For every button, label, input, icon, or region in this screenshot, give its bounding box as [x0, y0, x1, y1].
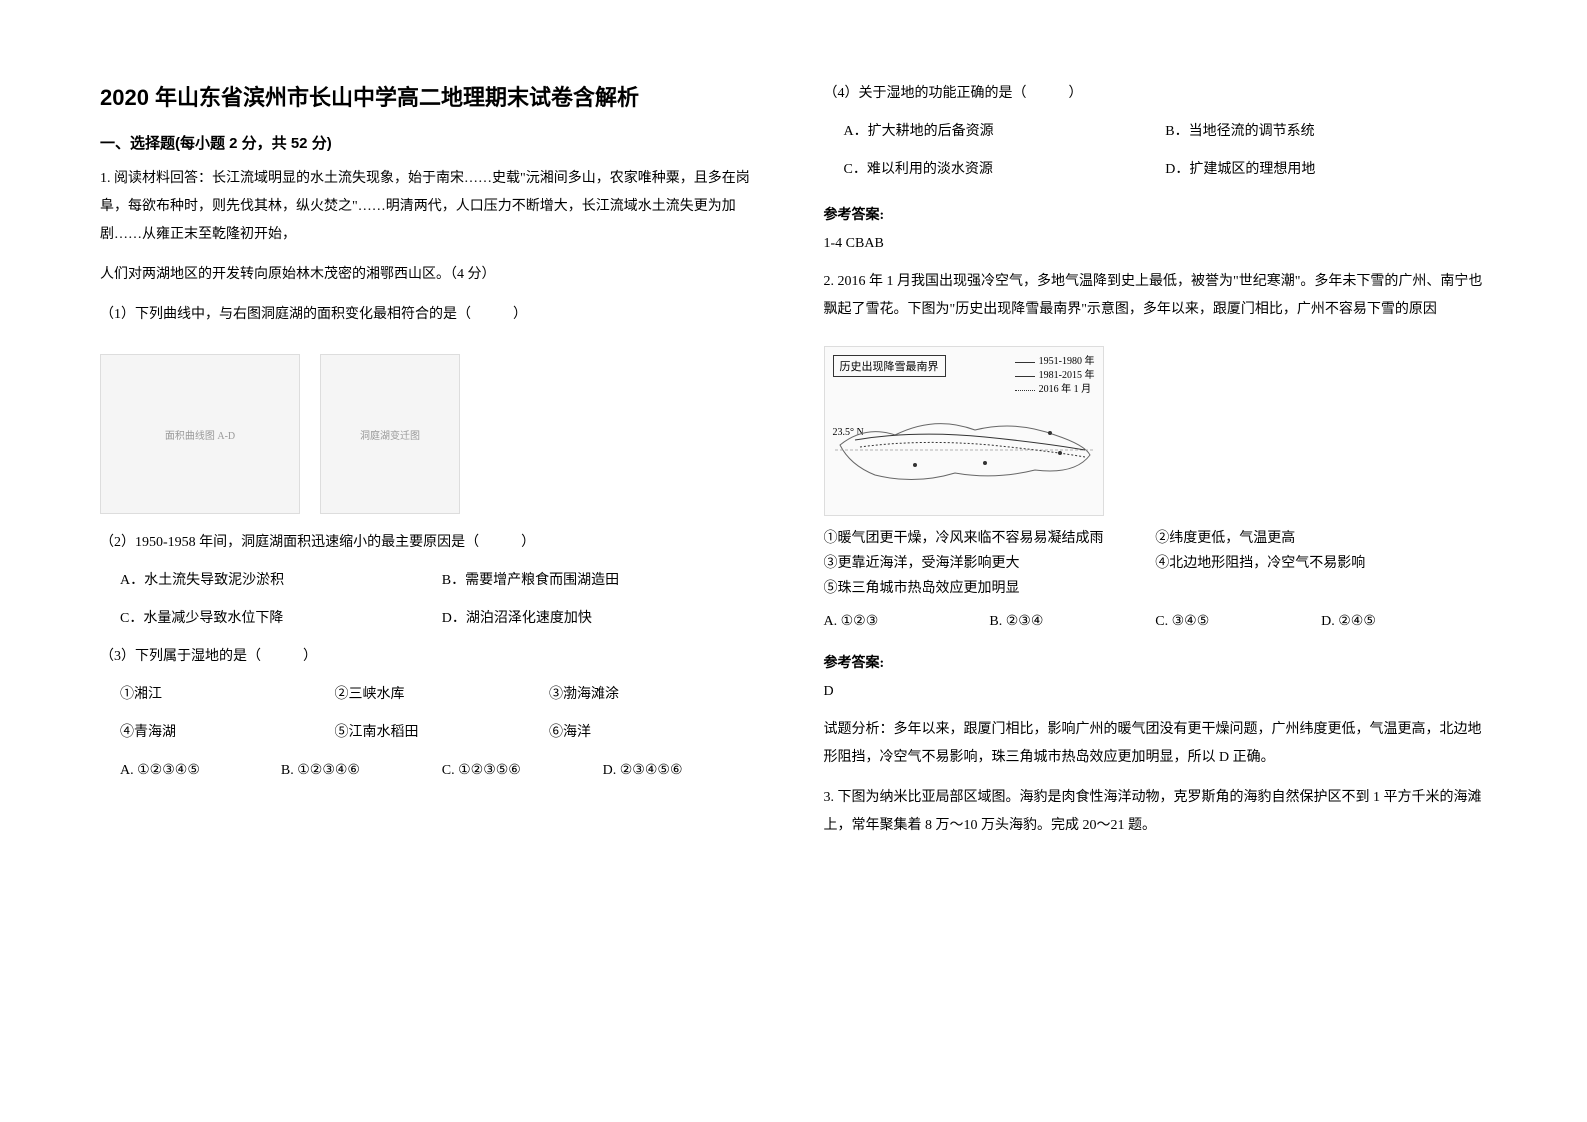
opt-d: D．扩建城区的理想用地 — [1165, 156, 1487, 184]
opt-a: A．扩大耕地的后备资源 — [844, 118, 1166, 146]
section-header: 一、选择题(每小题 2 分，共 52 分) — [100, 132, 764, 153]
q2-answer: D — [824, 678, 1488, 706]
chart-placeholder: 面积曲线图 A-D — [100, 354, 300, 514]
item-3: ③渤海滩涂 — [549, 681, 764, 709]
stmt-2: ②纬度更低，气温更高 — [1155, 526, 1487, 551]
q1-intro2: 人们对两湖地区的开发转向原始林木茂密的湘鄂西山区。（4 分） — [100, 261, 764, 289]
opt-b: B. ②③④ — [989, 608, 1155, 636]
opt-d: D. ②③④⑤⑥ — [603, 757, 764, 785]
item-5: ⑤江南水稻田 — [335, 719, 550, 747]
item-4: ④青海湖 — [120, 719, 335, 747]
q1-answer: 1-4 CBAB — [824, 230, 1488, 258]
q1-part3-items-row2: ④青海湖 ⑤江南水稻田 ⑥海洋 — [100, 719, 764, 747]
map-box-label: 历史出现降雪最南界 — [833, 355, 946, 377]
stmt-5: ⑤珠三角城市热岛效应更加明显 — [824, 576, 1488, 601]
item-2: ②三峡水库 — [335, 681, 550, 709]
q1-part3-items-row1: ①湘江 ②三峡水库 ③渤海滩涂 — [100, 681, 764, 709]
opt-b: B．需要增产粮食而围湖造田 — [442, 567, 764, 595]
map-legend: 1951-1980 年 1981-2015 年 2016 年 1 月 — [1015, 355, 1095, 397]
q2-map: 历史出现降雪最南界 1951-1980 年 1981-2015 年 2016 年… — [824, 346, 1104, 516]
q1-part2-opts-row1: A．水土流失导致泥沙淤积 B．需要增产粮食而围湖造田 — [100, 567, 764, 595]
opt-b: B. ①②③④⑥ — [281, 757, 442, 785]
opt-c: C．难以利用的淡水资源 — [844, 156, 1166, 184]
opt-a: A. ①②③④⑤ — [120, 757, 281, 785]
opt-a: A．水土流失导致泥沙淤积 — [120, 567, 442, 595]
opt-d: D. ②④⑤ — [1321, 608, 1487, 636]
opt-a: A. ①②③ — [824, 608, 990, 636]
stmt-3: ③更靠近海洋，受海洋影响更大 — [824, 551, 1156, 576]
q1-part1: （1）下列曲线中，与右图洞庭湖的面积变化最相符合的是（ ） — [100, 301, 764, 329]
right-column: （4）关于湿地的功能正确的是（ ） A．扩大耕地的后备资源 B．当地径流的调节系… — [824, 80, 1488, 1042]
q1-part2-opts-row2: C．水量减少导致水位下降 D．湖泊沼泽化速度加快 — [100, 605, 764, 633]
left-column: 2020 年山东省滨州市长山中学高二地理期末试卷含解析 一、选择题(每小题 2 … — [100, 80, 764, 1042]
answer-label: 参考答案: — [824, 204, 1488, 224]
legend-1: 1951-1980 年 — [1039, 355, 1095, 369]
item-1: ①湘江 — [120, 681, 335, 709]
q1-intro: 1. 阅读材料回答：长江流域明显的水土流失现象，始于南宋……史载"沅湘间多山，农… — [100, 165, 764, 249]
opt-c: C．水量减少导致水位下降 — [120, 605, 442, 633]
map-outline — [835, 395, 1095, 505]
q1-part2: （2）1950-1958 年间，洞庭湖面积迅速缩小的最主要原因是（ ） — [100, 529, 764, 557]
q1-part4-opts-row2: C．难以利用的淡水资源 D．扩建城区的理想用地 — [824, 156, 1488, 184]
stmt-4: ④北边地形阻挡，冷空气不易影响 — [1155, 551, 1487, 576]
opt-c: C. ①②③⑤⑥ — [442, 757, 603, 785]
map-placeholder: 洞庭湖变迁图 — [320, 354, 460, 514]
q2-intro: 2. 2016 年 1 月我国出现强冷空气，多地气温降到史上最低，被誉为"世纪寒… — [824, 268, 1488, 324]
stmt-1: ①暖气团更干燥，冷风来临不容易易凝结成雨 — [824, 526, 1156, 551]
item-6: ⑥海洋 — [549, 719, 764, 747]
q2-statements: ①暖气团更干燥，冷风来临不容易易凝结成雨 ②纬度更低，气温更高 ③更靠近海洋，受… — [824, 526, 1488, 602]
q1-images: 面积曲线图 A-D 洞庭湖变迁图 — [100, 354, 764, 514]
q3-intro: 3. 下图为纳米比亚局部区域图。海豹是肉食性海洋动物，克罗斯角的海豹自然保护区不… — [824, 784, 1488, 840]
q2-opts: A. ①②③ B. ②③④ C. ③④⑤ D. ②④⑤ — [824, 608, 1488, 636]
q1-part4: （4）关于湿地的功能正确的是（ ） — [824, 80, 1488, 108]
opt-c: C. ③④⑤ — [1155, 608, 1321, 636]
q2-analysis: 试题分析：多年以来，跟厦门相比，影响广州的暖气团没有更干燥问题，广州纬度更低，气… — [824, 716, 1488, 772]
answer-label: 参考答案: — [824, 652, 1488, 672]
q1-part3-opts: A. ①②③④⑤ B. ①②③④⑥ C. ①②③⑤⑥ D. ②③④⑤⑥ — [100, 757, 764, 785]
legend-2: 1981-2015 年 — [1039, 369, 1095, 383]
document-title: 2020 年山东省滨州市长山中学高二地理期末试卷含解析 — [100, 80, 764, 112]
q1-part4-opts-row1: A．扩大耕地的后备资源 B．当地径流的调节系统 — [824, 118, 1488, 146]
q1-part3: （3）下列属于湿地的是（ ） — [100, 643, 764, 671]
opt-b: B．当地径流的调节系统 — [1165, 118, 1487, 146]
opt-d: D．湖泊沼泽化速度加快 — [442, 605, 764, 633]
